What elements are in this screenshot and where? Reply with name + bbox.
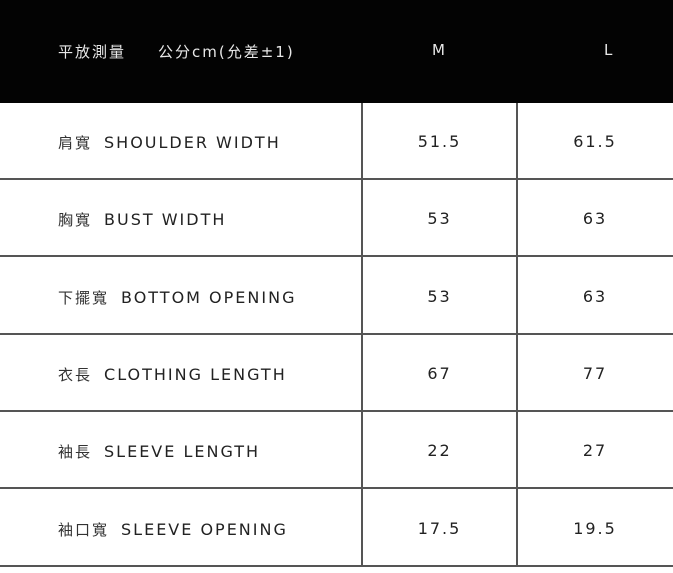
- label-zh: 衣長: [58, 365, 93, 384]
- table-row: 胸寬 BUST WIDTH 53 63: [0, 180, 673, 258]
- label-en: SLEEVE OPENING: [121, 519, 288, 539]
- value-l: 63: [582, 209, 608, 229]
- value-m: 51.5: [417, 132, 462, 151]
- table-header: 平放測量 公分cm(允差±1) M L: [0, 0, 673, 103]
- value-m: 67: [427, 363, 452, 383]
- table-row: 衣長 CLOTHING LENGTH 67 77: [0, 335, 673, 412]
- measurement-label: 肩寬 SHOULDER WIDTH: [58, 132, 281, 153]
- label-en: BUST WIDTH: [104, 210, 227, 230]
- table-row: 袖口寬 SLEEVE OPENING 17.5 19.5: [0, 490, 673, 567]
- value-m: 53: [427, 209, 452, 229]
- size-m-header: M: [432, 41, 447, 59]
- size-l-header: L: [604, 41, 615, 59]
- label-zh: 下擺寬: [58, 288, 110, 307]
- value-l: 19.5: [573, 518, 617, 538]
- label-zh: 肩寬: [58, 134, 93, 152]
- value-l: 61.5: [573, 132, 617, 151]
- column-divider: [361, 103, 363, 567]
- measurement-label: 衣長 CLOTHING LENGTH: [58, 364, 287, 385]
- label-en: BOTTOM OPENING: [121, 287, 297, 307]
- table-row: 下擺寬 BOTTOM OPENING 53 63: [0, 258, 673, 335]
- value-m: 22: [427, 441, 452, 461]
- label-zh: 袖長: [58, 443, 93, 462]
- label-en: CLOTHING LENGTH: [104, 364, 287, 384]
- label-zh: 胸寬: [58, 211, 93, 230]
- label-zh: 袖口寬: [58, 520, 110, 539]
- value-l: 27: [582, 441, 608, 461]
- label-en: SLEEVE LENGTH: [104, 442, 261, 462]
- value-l: 77: [582, 363, 608, 383]
- column-divider: [516, 103, 518, 567]
- table-row: 袖長 SLEEVE LENGTH 22 27: [0, 412, 673, 490]
- measurement-label: 胸寬 BUST WIDTH: [58, 209, 226, 230]
- unit-label: 公分cm(允差±1): [158, 43, 295, 61]
- measurement-label: 下擺寬 BOTTOM OPENING: [58, 287, 296, 308]
- value-l: 63: [582, 286, 608, 306]
- measure-label: 平放測量: [58, 43, 127, 61]
- measurement-label: 袖長 SLEEVE LENGTH: [58, 441, 260, 462]
- value-m: 53: [427, 286, 452, 306]
- measurement-label: 袖口寬 SLEEVE OPENING: [58, 519, 288, 540]
- value-m: 17.5: [417, 518, 462, 538]
- label-en: SHOULDER WIDTH: [104, 133, 281, 152]
- table-row: 肩寬 SHOULDER WIDTH 51.5 61.5: [0, 103, 673, 180]
